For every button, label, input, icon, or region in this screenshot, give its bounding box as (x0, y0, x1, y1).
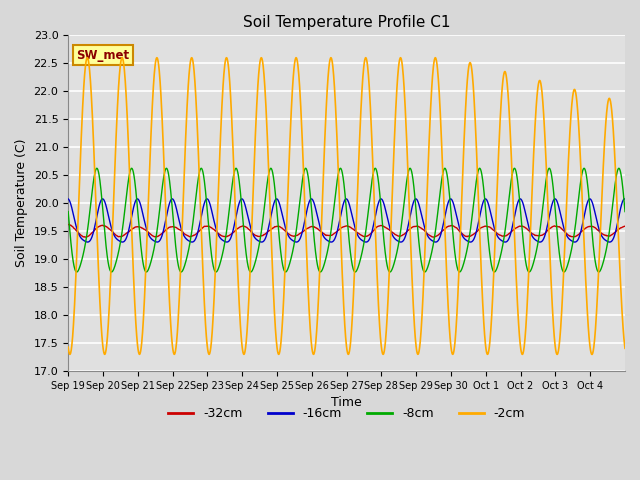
-2cm (621, 346, 629, 351)
-8cm (605, 228, 613, 234)
-8cm (64, 209, 72, 215)
-16cm (605, 239, 613, 245)
-8cm (605, 230, 613, 236)
-8cm (335, 168, 343, 174)
Y-axis label: Soil Temperature (C): Soil Temperature (C) (15, 139, 28, 267)
-2cm (605, 96, 613, 101)
Legend: -32cm, -16cm, -8cm, -2cm: -32cm, -16cm, -8cm, -2cm (163, 402, 530, 425)
-2cm (503, 78, 511, 84)
-16cm (320, 234, 328, 240)
-2cm (588, 351, 596, 357)
-2cm (320, 152, 328, 158)
-2cm (605, 96, 613, 101)
-8cm (621, 209, 629, 215)
Line: -8cm: -8cm (68, 168, 625, 272)
X-axis label: Time: Time (332, 396, 362, 409)
-32cm (93, 225, 100, 231)
-2cm (93, 218, 100, 224)
-8cm (320, 262, 328, 267)
Text: SW_met: SW_met (77, 49, 130, 62)
-2cm (431, 55, 439, 60)
-32cm (605, 233, 613, 239)
-16cm (605, 239, 613, 245)
Line: -2cm: -2cm (68, 58, 625, 354)
-16cm (503, 239, 511, 244)
-32cm (429, 234, 437, 240)
-8cm (525, 269, 533, 275)
-2cm (64, 344, 72, 350)
-32cm (605, 233, 613, 239)
-8cm (580, 166, 588, 171)
-32cm (64, 222, 72, 228)
-8cm (503, 216, 511, 222)
-32cm (335, 227, 343, 232)
-16cm (621, 196, 629, 202)
-16cm (571, 239, 579, 245)
-16cm (64, 196, 72, 202)
-2cm (335, 184, 343, 190)
-16cm (412, 196, 420, 202)
-16cm (93, 215, 100, 221)
Line: -32cm: -32cm (68, 225, 625, 237)
Line: -16cm: -16cm (68, 199, 625, 242)
-32cm (321, 231, 328, 237)
-32cm (65, 222, 72, 228)
-16cm (335, 221, 343, 227)
-32cm (621, 223, 629, 229)
-8cm (93, 166, 100, 171)
Title: Soil Temperature Profile C1: Soil Temperature Profile C1 (243, 15, 451, 30)
-32cm (503, 232, 511, 238)
